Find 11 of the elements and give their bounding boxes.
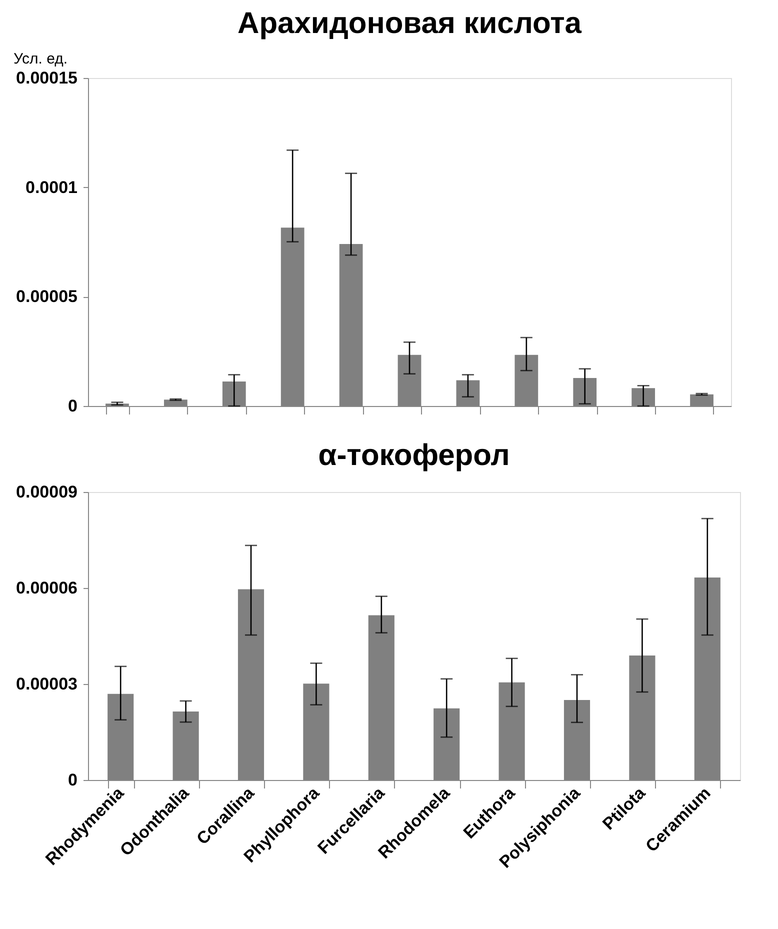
y-tick-label: 0 bbox=[68, 770, 78, 790]
y-tick-label: 0 bbox=[68, 396, 78, 416]
y-tick-label: 0.00009 bbox=[16, 482, 78, 502]
y-tick-label: 0.00003 bbox=[16, 674, 78, 694]
y-tick-label: 0.0001 bbox=[26, 178, 78, 197]
chart-title: α-токоферол bbox=[318, 439, 510, 472]
y-tick-label: 0.00005 bbox=[16, 287, 78, 306]
y-tick-label: 0.00006 bbox=[16, 578, 78, 598]
chart-title: Арахидоновая кислота bbox=[238, 7, 582, 40]
y-tick-label: 0.00015 bbox=[16, 68, 78, 88]
y-axis-title: Усл. ед. bbox=[14, 50, 68, 68]
